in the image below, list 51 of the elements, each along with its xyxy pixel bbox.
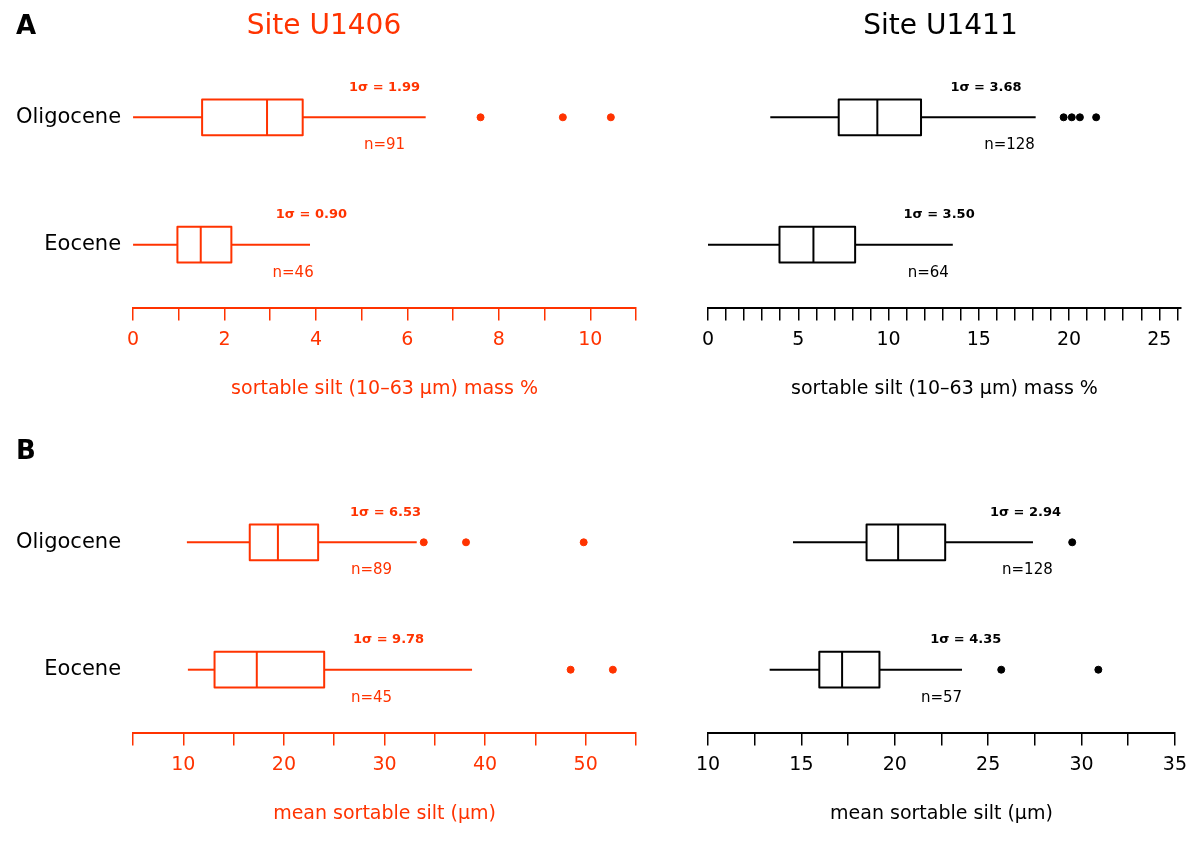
annotation: 1σ = 4.35 <box>930 631 1002 647</box>
x-tick-label: 10 <box>578 326 603 349</box>
x-tick-label: 20 <box>271 751 297 774</box>
x-tick-label: 15 <box>789 751 814 774</box>
annotation: n=45 <box>350 687 393 706</box>
x-tick-label: 8 <box>492 326 505 349</box>
y-tick-label: Eocene <box>44 231 122 256</box>
x-tick-label: 15 <box>966 326 991 349</box>
x-axis-title: mean sortable silt (μm) <box>830 800 1053 823</box>
x-tick-label: 25 <box>1147 326 1172 349</box>
x-tick-label: 30 <box>1069 751 1094 774</box>
x-tick-label: 0 <box>127 326 140 349</box>
x-tick-label: 10 <box>876 326 901 349</box>
x-tick-label: 6 <box>401 326 414 349</box>
x-tick-label: 10 <box>171 751 196 774</box>
annotation: 1σ = 1.99 <box>348 78 421 94</box>
x-tick-label: 20 <box>1056 326 1082 349</box>
annotation: n=91 <box>363 135 406 154</box>
annotation: 1σ = 3.50 <box>903 206 975 222</box>
x-tick-label: 0 <box>701 326 715 349</box>
annotation: 1σ = 2.94 <box>989 503 1062 519</box>
y-tick-label: Oligocene <box>15 103 122 128</box>
x-tick-label: 20 <box>882 751 907 774</box>
x-tick-label: 50 <box>573 751 598 774</box>
chart-title: Site U1406 <box>246 8 402 42</box>
annotation: n=128 <box>1002 560 1053 579</box>
x-tick-label: 10 <box>695 751 721 774</box>
annotation: n=128 <box>984 135 1035 154</box>
annotation: 1σ = 0.90 <box>275 206 347 222</box>
chart-title: Site U1411 <box>863 8 1018 42</box>
text: B <box>16 434 36 465</box>
y-tick-label: Oligocene <box>15 528 122 553</box>
x-tick-label: 2 <box>218 326 231 349</box>
y-tick-label: Eocene <box>44 656 122 681</box>
annotation: 1σ = 3.68 <box>950 78 1022 94</box>
x-axis-title: sortable silt (10–63 μm) mass % <box>231 375 538 398</box>
x-tick-label: 35 <box>1162 751 1188 774</box>
x-tick-label: 40 <box>473 751 498 774</box>
x-tick-label: 4 <box>309 326 322 349</box>
x-axis-title: mean sortable silt (μm) <box>273 800 496 823</box>
annotation: n=57 <box>920 687 963 706</box>
annotation: n=89 <box>350 560 393 579</box>
annotation: 1σ = 9.78 <box>352 631 425 647</box>
x-axis-title: sortable silt (10–63 μm) mass % <box>791 375 1098 398</box>
x-tick-label: 30 <box>372 751 397 774</box>
annotation: n=46 <box>272 262 314 281</box>
annotation: 1σ = 6.53 <box>349 503 422 519</box>
text: A <box>16 9 37 40</box>
x-tick-label: 5 <box>792 326 805 349</box>
annotation: n=64 <box>907 262 949 281</box>
x-tick-label: 25 <box>976 751 1001 774</box>
